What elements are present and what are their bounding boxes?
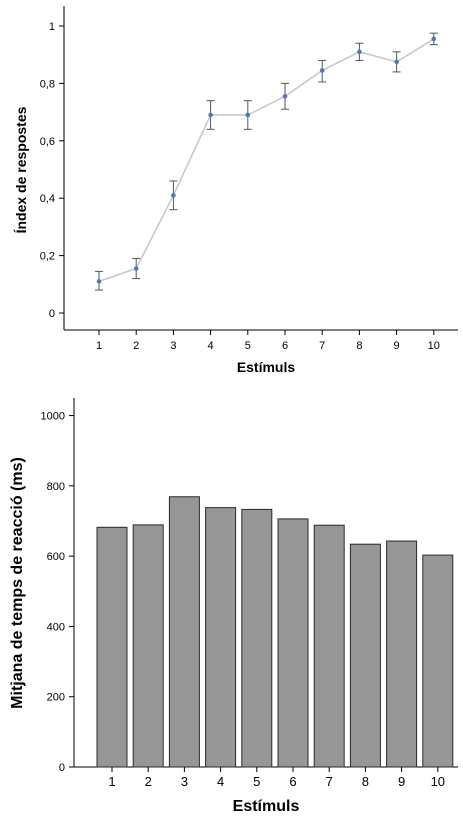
x-tick-label: 3: [170, 340, 176, 352]
data-point: [431, 36, 437, 42]
y-tick-label: 200: [47, 692, 65, 704]
x-tick-label: 6: [282, 340, 288, 352]
x-tick-label: 9: [394, 340, 400, 352]
y-tick-label: 600: [47, 551, 65, 563]
y-tick-label: 0: [49, 308, 55, 320]
y-tick-label: 1: [49, 21, 55, 33]
data-point: [96, 279, 102, 284]
data-point: [133, 266, 139, 271]
x-tick-label: 10: [431, 774, 445, 789]
bar: [277, 518, 309, 768]
data-point: [208, 112, 213, 118]
data-point: [319, 68, 325, 73]
y-tick-label: 0: [59, 762, 65, 774]
x-axis-title: Estímuls: [233, 798, 300, 815]
x-tick-label: 4: [208, 340, 214, 352]
bars: [96, 496, 454, 768]
x-tick-label: 9: [398, 774, 405, 789]
y-tick-label: 0,4: [40, 193, 55, 205]
x-tick-label: 6: [289, 774, 296, 789]
x-tick-label: 4: [217, 774, 224, 789]
x-axis-title: Estímuls: [237, 359, 296, 375]
x-tick-label: 7: [326, 774, 333, 789]
y-axis-title: Mitjana de temps de reacció (ms): [9, 457, 26, 709]
y-tick-label: 0,8: [40, 78, 55, 90]
x-tick-label: 5: [245, 340, 251, 352]
y-tick-label: 0,2: [40, 251, 55, 263]
x-tick-label: 10: [428, 340, 440, 352]
bar: [96, 526, 128, 768]
x-tick-label: 2: [133, 340, 139, 352]
y-tick-label: 1000: [41, 411, 65, 423]
x-ticks: 1 2 3 4 5 6 7 8 9 10: [96, 330, 440, 352]
x-tick-label: 7: [319, 340, 325, 352]
x-ticks: 1 2 3 4 5 6 7 8 9 10: [108, 767, 445, 789]
y-ticks: 0 0,2 0,4 0,6 0,8 1: [40, 21, 64, 320]
x-tick-label: 3: [181, 774, 188, 789]
x-tick-label: 8: [362, 774, 369, 789]
bar: [132, 524, 164, 768]
bar: [168, 496, 200, 768]
bar: [205, 507, 237, 768]
data-point: [245, 112, 251, 118]
bar-chart: 0 200 400 600 800 1000 1 2 3 4 5 6 7 8 9 10 Estímuls M…: [9, 398, 458, 815]
bar: [422, 554, 454, 768]
data-points: [96, 36, 437, 284]
bar: [313, 524, 345, 768]
data-point: [171, 193, 176, 198]
y-tick-label: 800: [47, 481, 65, 493]
data-point: [282, 94, 288, 99]
y-ticks: 0 200 400 600 800 1000: [41, 411, 74, 774]
data-point: [394, 59, 399, 65]
error-bars: [95, 32, 438, 291]
x-tick-label: 2: [145, 774, 152, 789]
x-tick-label: 1: [96, 340, 102, 352]
y-tick-label: 0,6: [40, 136, 55, 148]
y-axis-title: Índex de respostes: [13, 106, 29, 233]
line-chart: 0 0,2 0,4 0,6 0,8 1 1 2 3 4 5 6 7 8 9 10 Estímuls Índe…: [13, 6, 458, 375]
x-tick-label: 8: [356, 340, 362, 352]
series-line: [98, 38, 435, 283]
bar: [349, 543, 381, 768]
y-tick-label: 400: [47, 621, 65, 633]
x-tick-label: 1: [108, 774, 115, 789]
x-tick-label: 5: [253, 774, 260, 789]
bar: [241, 508, 273, 768]
data-point: [357, 49, 362, 55]
bar: [386, 540, 418, 768]
